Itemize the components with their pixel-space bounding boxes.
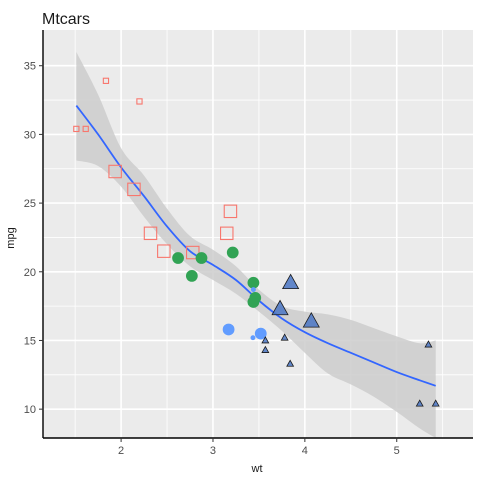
circle-point [185,270,198,282]
y-tick-label: 20 [24,267,36,279]
data-points [73,77,440,407]
square-point [127,182,141,197]
circle-point [254,327,267,340]
y-tick-labels: 10 15 20 25 30 35 [24,61,36,416]
circle-point [247,276,260,289]
square-point [108,164,122,179]
square-point [186,245,200,260]
square-point [136,98,143,105]
y-tick-label: 35 [24,61,36,73]
triangle-point [271,299,289,316]
y-tick-label: 30 [24,129,36,141]
confidence-band [76,51,436,438]
square-point [82,125,89,133]
triangle-point [261,336,270,344]
circle-point [195,252,208,264]
y-tick-label: 25 [24,198,36,210]
x-axis-title: wt [251,463,263,475]
square-point [73,125,80,133]
square-point [157,244,171,258]
y-tick-label: 10 [24,404,36,416]
triangle-point [415,399,424,407]
x-tick-label: 5 [394,445,400,457]
triangle-point [424,340,433,348]
square-point [223,204,238,219]
x-tick-label: 4 [302,445,308,457]
axes [39,30,473,442]
circle-point [249,291,262,304]
x-tick-label: 2 [118,445,124,457]
circle-point [172,252,184,264]
circle-point [250,335,256,341]
y-axis-title: mpg [5,227,17,248]
triangle-point [280,333,289,341]
square-point [220,226,234,241]
triangle-point [286,359,295,367]
square-point [102,77,110,84]
circle-point [226,246,239,259]
y-tick-label: 15 [24,335,36,347]
square-point [143,226,158,241]
triangle-point [302,312,320,328]
x-tick-labels: 2 3 4 5 [118,445,400,457]
circle-point [250,287,256,293]
triangle-point [431,399,440,407]
x-tick-label: 3 [210,445,216,457]
circle-point [222,323,235,336]
triangle-point [281,273,300,290]
triangle-point [261,345,270,353]
chart-title: Mtcars [42,11,90,28]
